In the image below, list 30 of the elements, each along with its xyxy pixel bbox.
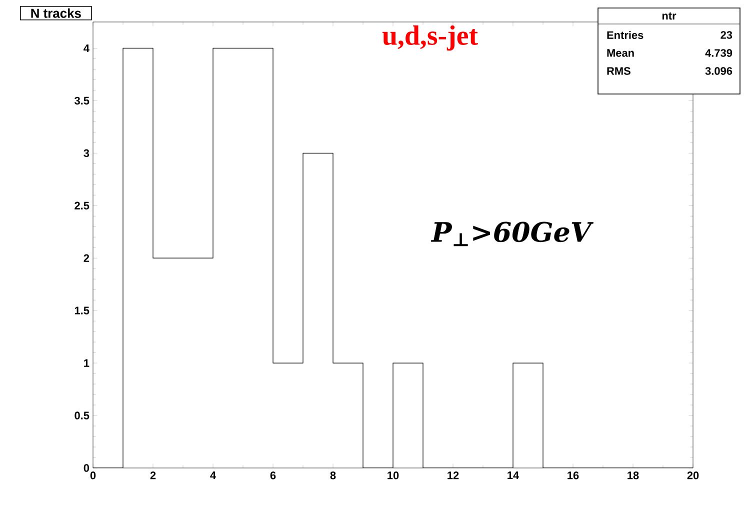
x-tick-label: 12: [448, 472, 459, 480]
y-tick-label: 4: [84, 44, 90, 52]
y-tick-label: 0: [84, 464, 90, 472]
x-tick-label: 4: [210, 472, 216, 480]
y-tick-label: 3: [84, 149, 90, 158]
x-tick-label: 8: [330, 472, 336, 480]
annotation: RMS: [607, 67, 630, 75]
x-tick-label: 20: [687, 472, 699, 480]
text: 3.096: [705, 67, 732, 75]
x-tick-label: 18: [628, 472, 639, 480]
y-tick-label: 0.5: [74, 412, 90, 420]
y-tick-label: 2: [84, 254, 90, 262]
y-tick-label: 3.5: [74, 96, 90, 105]
chart-title: N tracks: [31, 8, 81, 18]
x-tick-label: 14: [508, 472, 520, 480]
x-tick-label: 10: [388, 472, 399, 480]
annotation: Entries: [607, 30, 644, 40]
annotation: P$_{⊥}$>60GeV: [430, 222, 594, 246]
annotation: u,d,s-jet: [382, 25, 478, 51]
text: ntr: [662, 12, 676, 20]
x-tick-label: 16: [568, 472, 579, 480]
text: 23: [720, 31, 732, 39]
y-tick-label: 2.5: [74, 202, 90, 210]
annotation: Mean: [607, 49, 634, 57]
x-tick-label: 0: [90, 472, 96, 480]
x-tick-label: 2: [150, 472, 156, 480]
x-tick-label: 6: [270, 472, 276, 480]
y-tick-label: 1: [84, 359, 90, 367]
text: 4.739: [705, 49, 732, 57]
y-tick-label: 1.5: [74, 306, 90, 314]
